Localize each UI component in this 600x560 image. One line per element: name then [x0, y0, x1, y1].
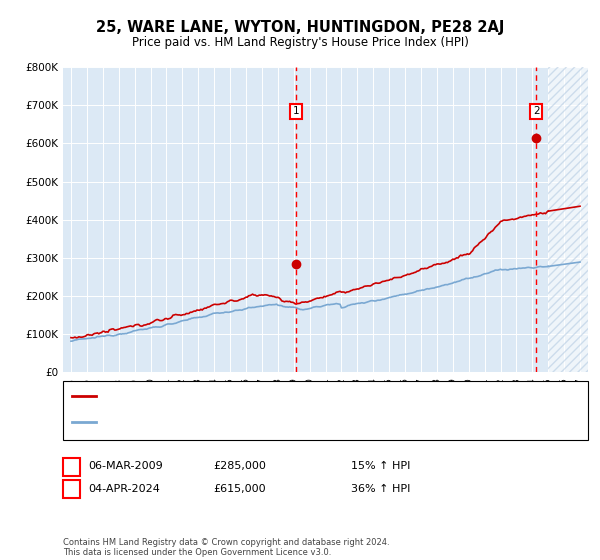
- Text: 1: 1: [68, 461, 75, 472]
- Text: 06-MAR-2009: 06-MAR-2009: [88, 461, 163, 472]
- Text: 25, WARE LANE, WYTON, HUNTINGDON, PE28 2AJ (detached house): 25, WARE LANE, WYTON, HUNTINGDON, PE28 2…: [100, 391, 453, 402]
- Text: Contains HM Land Registry data © Crown copyright and database right 2024.
This d: Contains HM Land Registry data © Crown c…: [63, 538, 389, 557]
- Bar: [548, 67, 588, 372]
- Text: 25, WARE LANE, WYTON, HUNTINGDON, PE28 2AJ: 25, WARE LANE, WYTON, HUNTINGDON, PE28 2…: [96, 20, 504, 35]
- Text: 04-APR-2024: 04-APR-2024: [88, 484, 160, 494]
- Text: 2: 2: [68, 484, 75, 494]
- Text: £615,000: £615,000: [213, 484, 266, 494]
- Text: Price paid vs. HM Land Registry's House Price Index (HPI): Price paid vs. HM Land Registry's House …: [131, 36, 469, 49]
- Text: 2: 2: [533, 106, 539, 116]
- Text: £285,000: £285,000: [213, 461, 266, 472]
- Text: 15% ↑ HPI: 15% ↑ HPI: [351, 461, 410, 472]
- Text: 36% ↑ HPI: 36% ↑ HPI: [351, 484, 410, 494]
- Text: HPI: Average price, detached house, Huntingdonshire: HPI: Average price, detached house, Hunt…: [100, 417, 380, 427]
- Text: 1: 1: [293, 106, 299, 116]
